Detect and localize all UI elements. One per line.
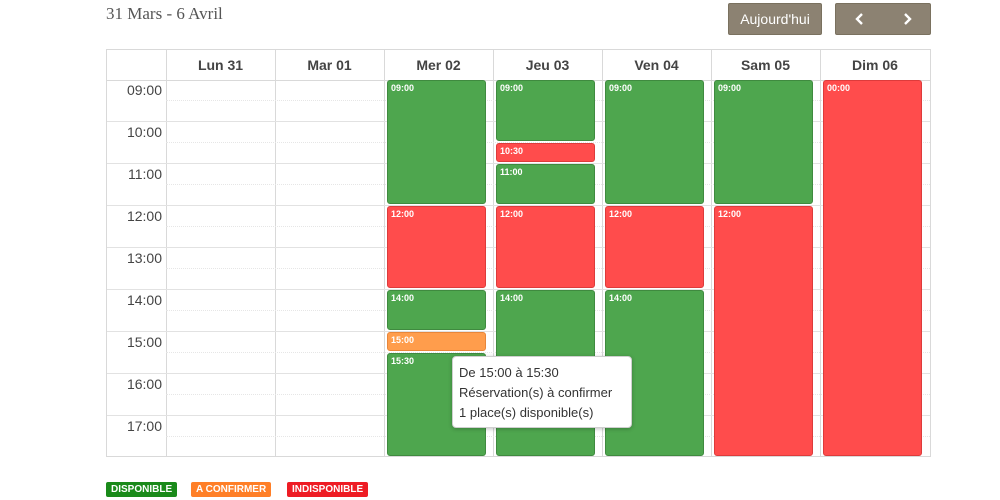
grid-line bbox=[493, 50, 494, 456]
grid-line bbox=[275, 50, 276, 456]
tooltip-time-range: De 15:00 à 15:30 bbox=[459, 365, 559, 380]
time-label: 09:00 bbox=[126, 82, 162, 98]
time-label: 11:00 bbox=[128, 166, 162, 182]
chevron-right-icon bbox=[903, 13, 912, 25]
range-title: 31 Mars - 6 Avril bbox=[106, 4, 223, 23]
time-label: 12:00 bbox=[126, 208, 162, 224]
event-available[interactable]: 09:00 bbox=[387, 80, 486, 204]
hour-line bbox=[107, 205, 930, 206]
hour-line bbox=[107, 163, 930, 164]
legend-available: DISPONIBLE bbox=[106, 482, 178, 497]
day-header-mer: Mer 02 bbox=[416, 57, 461, 73]
event-unavailable[interactable]: 12:00 bbox=[605, 206, 704, 288]
event-unavailable[interactable]: 00:00 bbox=[823, 80, 922, 456]
event-tooltip: De 15:00 à 15:30 Réservation(s) à confir… bbox=[452, 356, 632, 428]
grid-line bbox=[820, 50, 821, 456]
nav-button-group bbox=[835, 3, 931, 35]
grid-line bbox=[166, 50, 167, 456]
day-header-ven: Ven 04 bbox=[634, 57, 679, 73]
today-button[interactable]: Aujourd'hui bbox=[728, 3, 822, 35]
time-label: 10:00 bbox=[126, 124, 162, 140]
event-unavailable[interactable]: 12:00 bbox=[387, 206, 486, 288]
day-header-mar: Mar 01 bbox=[307, 57, 352, 73]
legend-unavailable: INDISPONIBLE bbox=[287, 482, 369, 497]
next-week-button[interactable] bbox=[883, 4, 930, 34]
tooltip-status: Réservation(s) à confirmer bbox=[459, 385, 613, 400]
event-unavailable[interactable]: 12:00 bbox=[714, 206, 813, 456]
event-available[interactable]: 09:00 bbox=[605, 80, 704, 204]
event-available[interactable]: 14:00 bbox=[387, 290, 486, 330]
time-label: 13:00 bbox=[126, 250, 162, 266]
event-unavailable[interactable]: 12:00 bbox=[496, 206, 595, 288]
event-available[interactable]: 11:00 bbox=[496, 164, 595, 204]
day-header-jeu: Jeu 03 bbox=[525, 57, 570, 73]
chevron-left-icon bbox=[854, 13, 863, 25]
day-header-sam: Sam 05 bbox=[740, 57, 791, 73]
time-label: 14:00 bbox=[126, 292, 162, 308]
tooltip-places: 1 place(s) disponible(s) bbox=[459, 405, 594, 420]
prev-week-button[interactable] bbox=[836, 4, 883, 34]
day-header-row: Lun 31 Mar 01 Mer 02 Jeu 03 Ven 04 Sam 0… bbox=[107, 50, 930, 81]
event-available[interactable]: 09:00 bbox=[714, 80, 813, 204]
hour-line bbox=[107, 289, 930, 290]
time-label: 15:00 bbox=[126, 334, 162, 350]
grid-line bbox=[384, 50, 385, 456]
time-label: 17:00 bbox=[126, 418, 162, 434]
event-unavailable[interactable]: 10:30 bbox=[496, 143, 595, 162]
event-available[interactable]: 09:00 bbox=[496, 80, 595, 141]
time-label: 16:00 bbox=[126, 376, 162, 392]
day-header-dim: Dim 06 bbox=[852, 57, 898, 73]
week-grid: Lun 31 Mar 01 Mer 02 Jeu 03 Ven 04 Sam 0… bbox=[106, 49, 931, 457]
grid-line bbox=[711, 50, 712, 456]
day-header-lun: Lun 31 bbox=[197, 57, 244, 73]
legend-to-confirm: A CONFIRMER bbox=[191, 482, 272, 497]
event-to-confirm[interactable]: 15:00 bbox=[387, 332, 486, 351]
grid-line bbox=[602, 50, 603, 456]
half-hour-line bbox=[166, 142, 930, 143]
